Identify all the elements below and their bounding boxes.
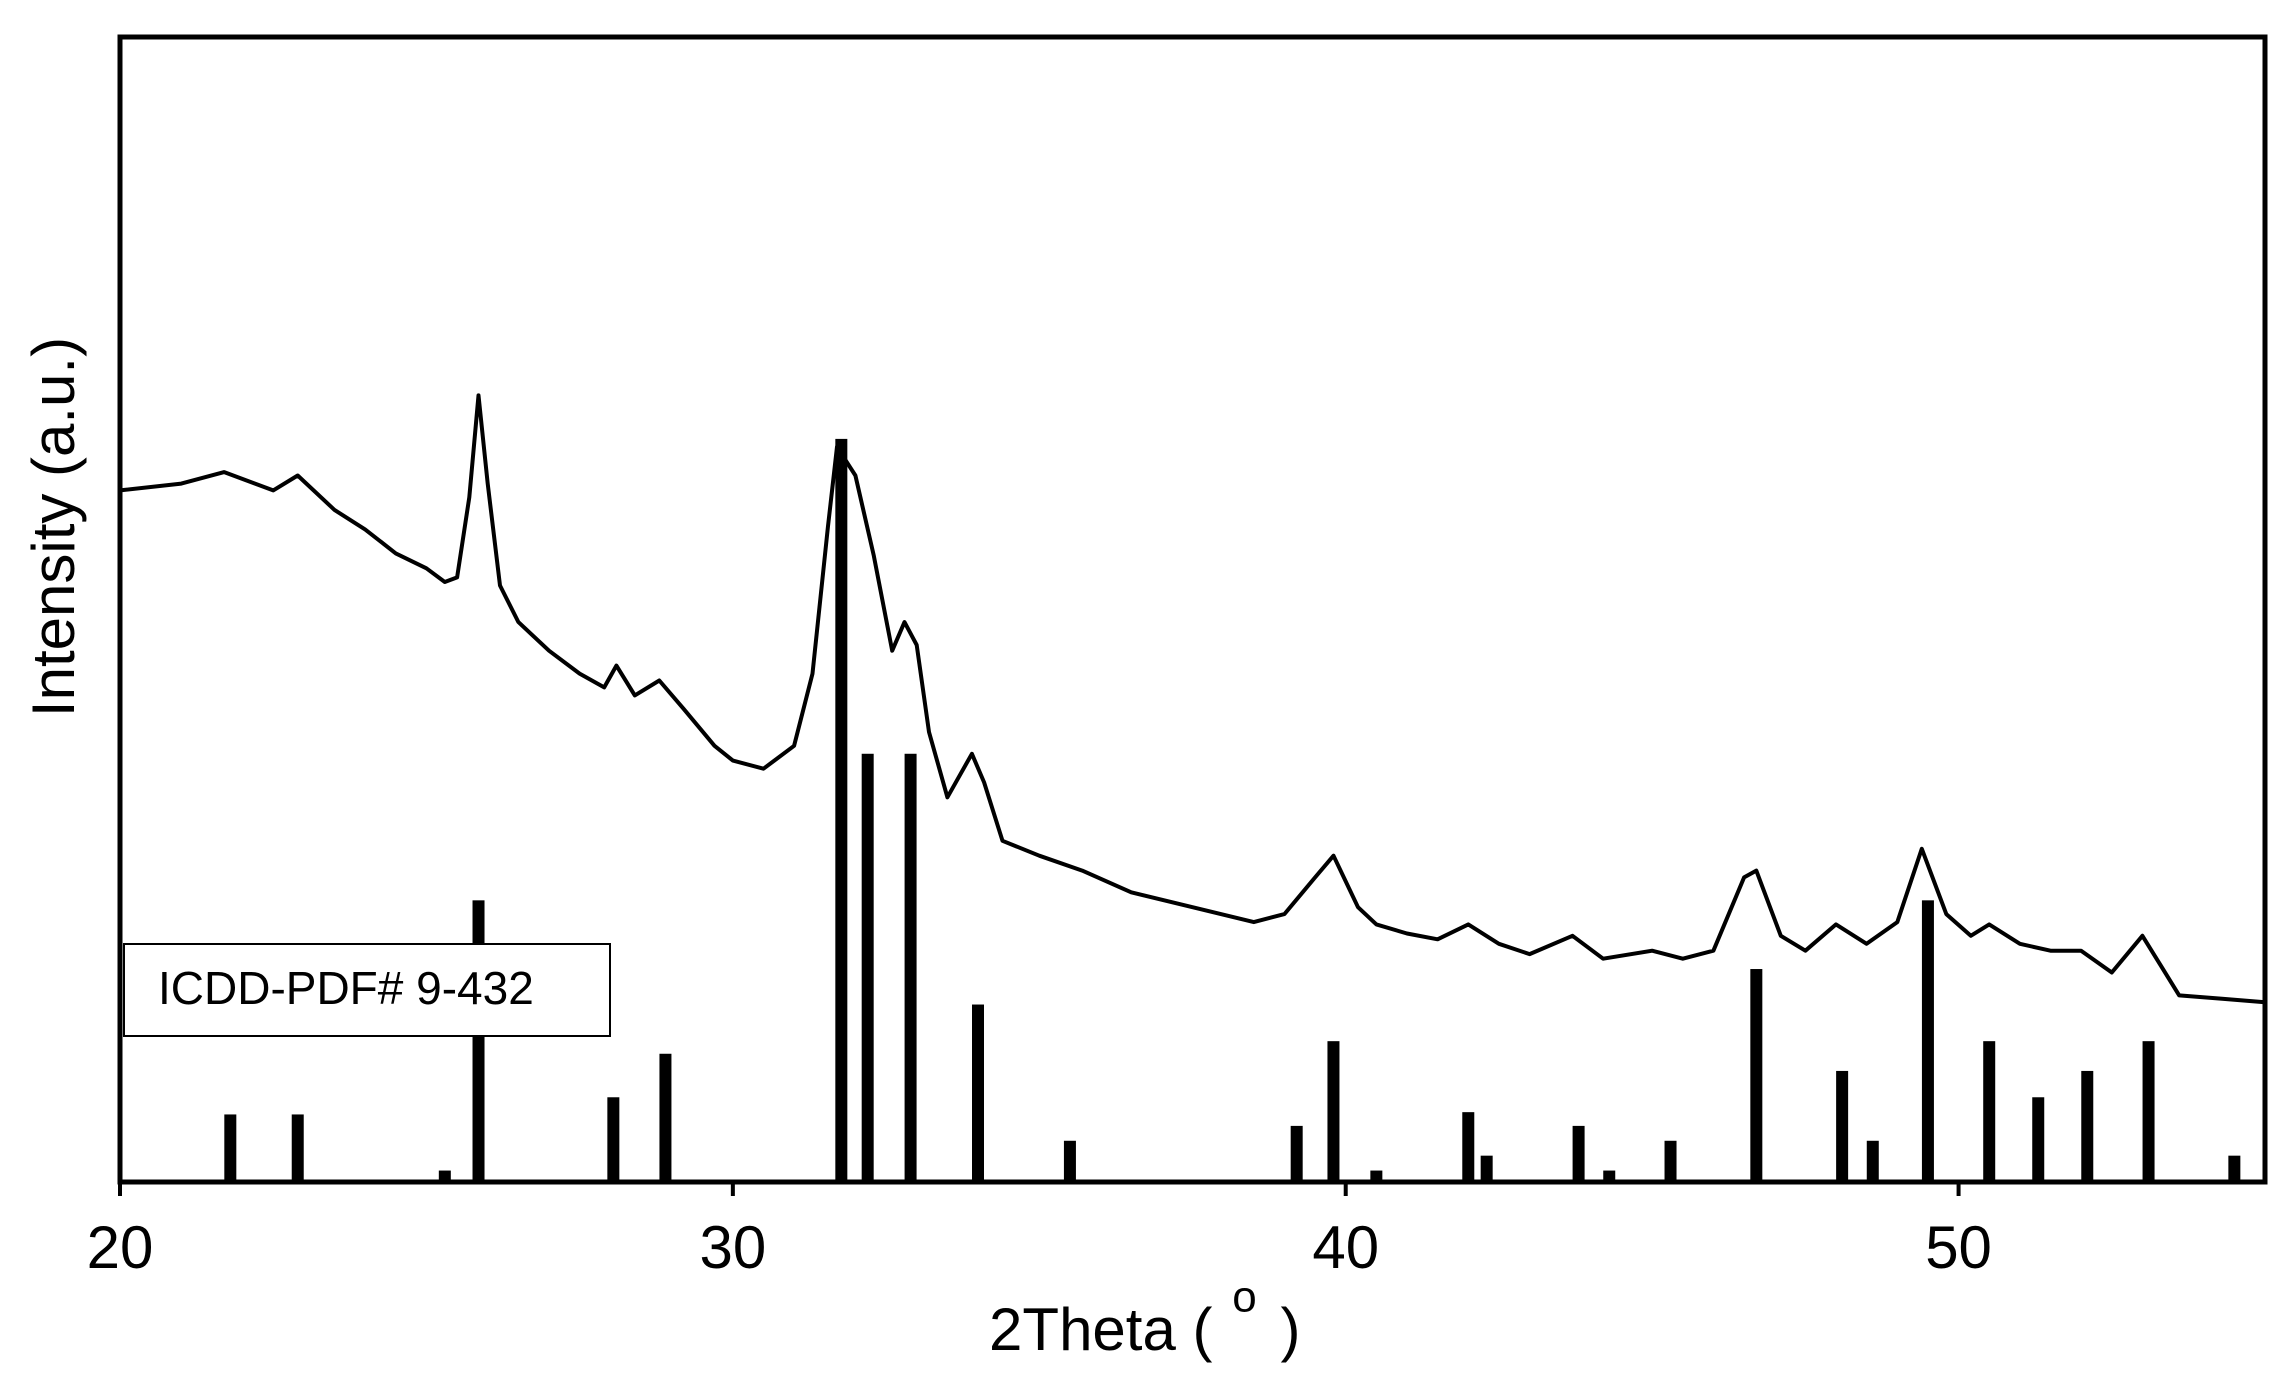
reference-stick xyxy=(1327,1041,1340,1182)
reference-stick xyxy=(1462,1112,1475,1182)
reference-stick xyxy=(2081,1070,2094,1182)
x-tick-label: 50 xyxy=(1925,1214,1992,1281)
reference-stick xyxy=(1664,1140,1677,1182)
reference-stick xyxy=(2228,1155,2241,1182)
x-axis-title-text: 2Theta ( xyxy=(989,1296,1212,1363)
pattern-line xyxy=(119,393,2266,1005)
x-tick-label: 30 xyxy=(699,1214,766,1281)
x-tick-label: 40 xyxy=(1312,1214,1379,1281)
x-tick-label: 20 xyxy=(87,1214,154,1281)
reference-stick xyxy=(972,1004,984,1182)
reference-stick xyxy=(1480,1155,1493,1182)
reference-stick xyxy=(2032,1097,2045,1182)
reference-stick xyxy=(835,438,848,1182)
reference-stick xyxy=(472,900,485,1182)
reference-stick xyxy=(1921,900,1934,1182)
y-axis-title: Intensity (a.u.) xyxy=(20,337,87,717)
reference-stick xyxy=(1370,1170,1383,1182)
reference-stick xyxy=(1603,1170,1616,1182)
reference-stick xyxy=(1063,1140,1076,1182)
x-axis-title-close: ) xyxy=(1281,1296,1301,1363)
reference-stick xyxy=(1572,1125,1585,1182)
reference-stick xyxy=(1866,1140,1879,1182)
reference-stick xyxy=(861,753,874,1182)
reference-stick xyxy=(1836,1070,1849,1182)
reference-stick xyxy=(291,1114,304,1182)
reference-stick xyxy=(904,753,917,1182)
legend-box xyxy=(123,943,611,1037)
x-axis-title: 2Theta ( o ) xyxy=(989,1273,1300,1363)
reference-stick xyxy=(1290,1125,1303,1182)
reference-stick xyxy=(2142,1041,2155,1182)
reference-stick xyxy=(607,1097,620,1182)
reference-stick xyxy=(659,1053,672,1182)
legend-label: ICDD-PDF# 9-432 xyxy=(158,962,534,1014)
x-axis-title-superscript: o xyxy=(1232,1273,1256,1322)
reference-stick xyxy=(1750,969,1763,1182)
reference-stick xyxy=(438,1170,451,1182)
plot-frame xyxy=(117,34,2268,1185)
reference-stick xyxy=(1983,1041,1996,1182)
reference-stick xyxy=(224,1114,237,1182)
